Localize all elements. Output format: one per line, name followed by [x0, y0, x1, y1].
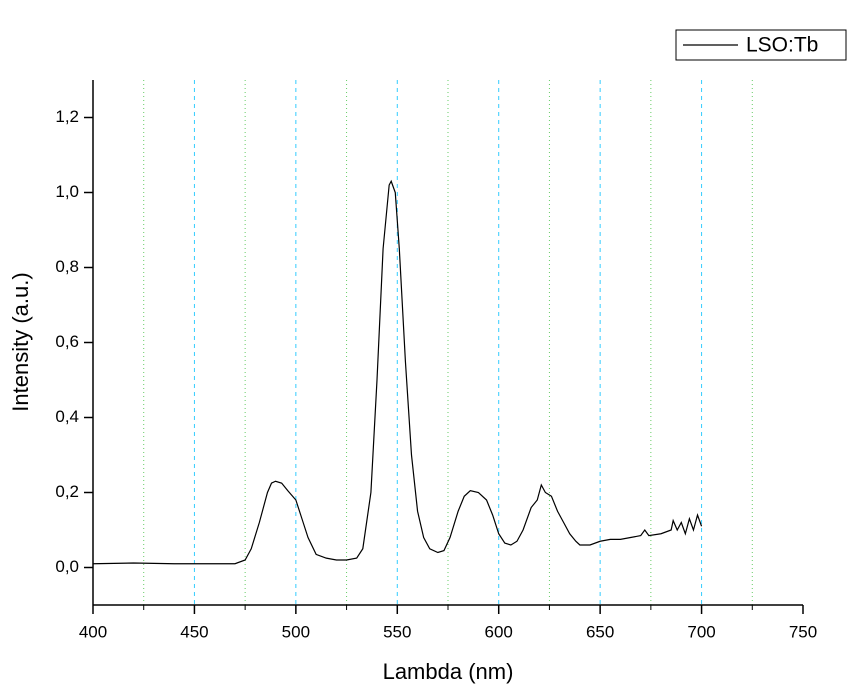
x-tick-label: 450	[180, 622, 208, 641]
x-tick-label: 700	[687, 622, 715, 641]
x-tick-label: 400	[79, 622, 107, 641]
x-axis-title: Lambda (nm)	[383, 659, 514, 684]
y-tick-label: 0,0	[55, 557, 79, 576]
legend-label: LSO:Tb	[746, 34, 818, 57]
x-tick-label: 600	[485, 622, 513, 641]
x-tick-label: 650	[586, 622, 614, 641]
x-tick-label: 750	[789, 622, 817, 641]
y-tick-label: 0,8	[55, 257, 79, 276]
x-tick-label: 550	[383, 622, 411, 641]
y-tick-label: 1,0	[55, 182, 79, 201]
series-line	[92, 179, 703, 565]
y-tick-label: 0,4	[55, 407, 79, 426]
y-axis-title: Intensity (a.u.)	[8, 272, 33, 411]
y-tick-label: 1,2	[55, 107, 79, 126]
y-tick-label: 0,2	[55, 482, 79, 501]
x-tick-label: 500	[282, 622, 310, 641]
y-tick-label: 0,6	[55, 332, 79, 351]
